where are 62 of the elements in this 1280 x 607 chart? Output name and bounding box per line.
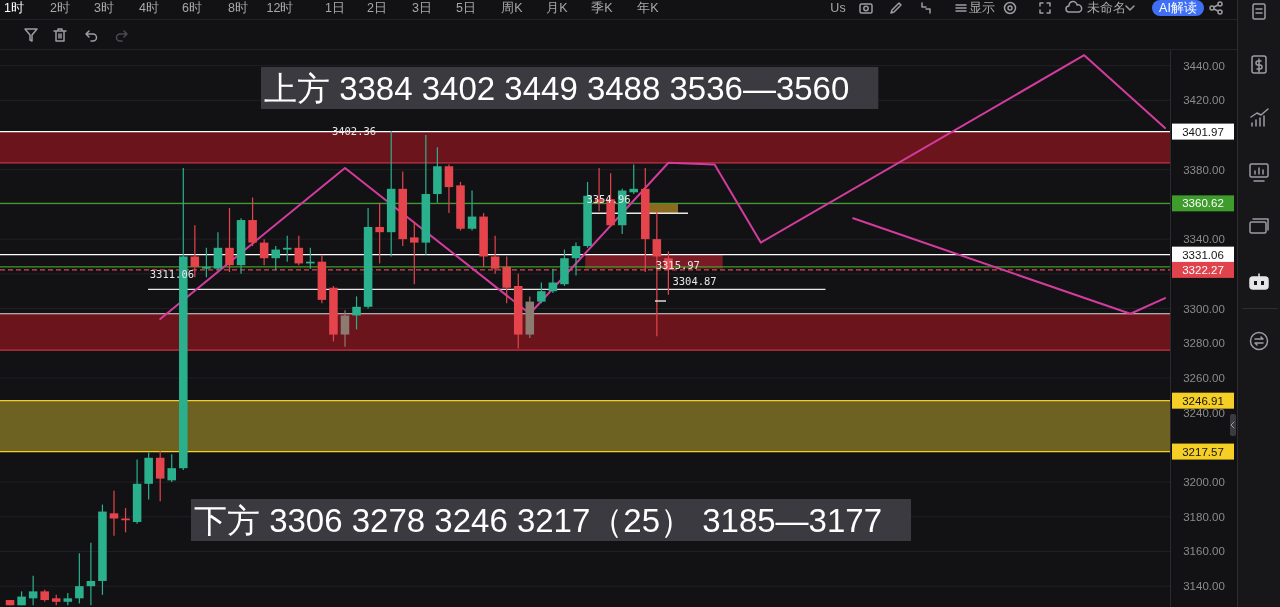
candlestick — [167, 453, 177, 483]
text: 1时 — [4, 1, 24, 15]
text: 2时 — [50, 1, 70, 15]
annotation: 3354.96 — [586, 193, 631, 206]
text: 4时 — [139, 1, 159, 15]
y-tick-label: 3340.00 — [1183, 233, 1225, 246]
candlestick — [213, 231, 223, 271]
ref-line-label: 3246.91 — [1182, 394, 1224, 407]
text: 月K — [546, 1, 569, 15]
candlestick — [444, 163, 454, 214]
annotation: 3304.87 — [672, 275, 717, 287]
text: AI解读 — [1159, 1, 1197, 15]
text: 年K — [637, 1, 660, 15]
text: 6时 — [182, 1, 202, 15]
candlestick — [282, 235, 292, 263]
y-tick-label: 3280.00 — [1183, 337, 1225, 350]
text: 3日 — [412, 1, 432, 15]
y-tick-label: 3140.00 — [1183, 580, 1225, 593]
y-tick-label: 3260.00 — [1183, 371, 1225, 384]
y-tick-label: 3440.00 — [1183, 59, 1225, 72]
text: 季K — [591, 1, 614, 15]
candlestick — [537, 281, 546, 304]
candlestick — [86, 542, 96, 606]
y-tick-label: 3240.00 — [1183, 406, 1225, 419]
y-tick-label: 3200.00 — [1183, 476, 1225, 489]
ref-line-label: 3322.27 — [1182, 263, 1224, 276]
text: 2日 — [367, 1, 387, 15]
y-tick-label: 3380.00 — [1183, 163, 1225, 176]
y-tick-label: 3160.00 — [1183, 545, 1225, 558]
candlestick — [340, 309, 350, 348]
text: Us — [830, 1, 846, 15]
candlestick — [155, 450, 165, 502]
candlestick — [629, 163, 639, 195]
candlestick — [294, 235, 304, 266]
ref-line-label: 3331.06 — [1182, 248, 1224, 261]
ref-line-label: 3360.62 — [1182, 197, 1224, 210]
candlestick — [571, 242, 581, 277]
y-tick-label: 3420.00 — [1183, 94, 1225, 107]
y-tick-label: 3300.00 — [1183, 302, 1225, 315]
ref-line-label: 3217.57 — [1182, 445, 1224, 458]
candlestick — [109, 490, 119, 537]
candlestick — [75, 552, 84, 605]
candlestick — [202, 247, 211, 278]
text: 3时 — [94, 1, 114, 15]
candlestick — [467, 189, 477, 232]
ref-line-label: 3401.97 — [1182, 125, 1224, 138]
annotation: 上方 3384 3402 3449 3488 3536—3560 — [264, 69, 850, 107]
text: 周K — [501, 1, 524, 15]
text: 12时 — [266, 1, 294, 15]
candlestick — [375, 202, 384, 265]
candlestick — [352, 295, 361, 330]
candlestick — [248, 196, 257, 247]
text: 1日 — [325, 1, 345, 15]
y-tick-label: 3180.00 — [1183, 510, 1225, 523]
text: 显示 — [969, 1, 995, 15]
text: 5日 — [456, 1, 476, 15]
text: 8时 — [228, 1, 248, 15]
candlestick — [28, 575, 38, 606]
annotation: 下方 3306 3278 3246 3217（25） 3185—3177 — [194, 501, 883, 539]
candlestick — [259, 238, 269, 266]
candlestick — [271, 245, 280, 271]
text: 未命名 — [1086, 1, 1126, 15]
